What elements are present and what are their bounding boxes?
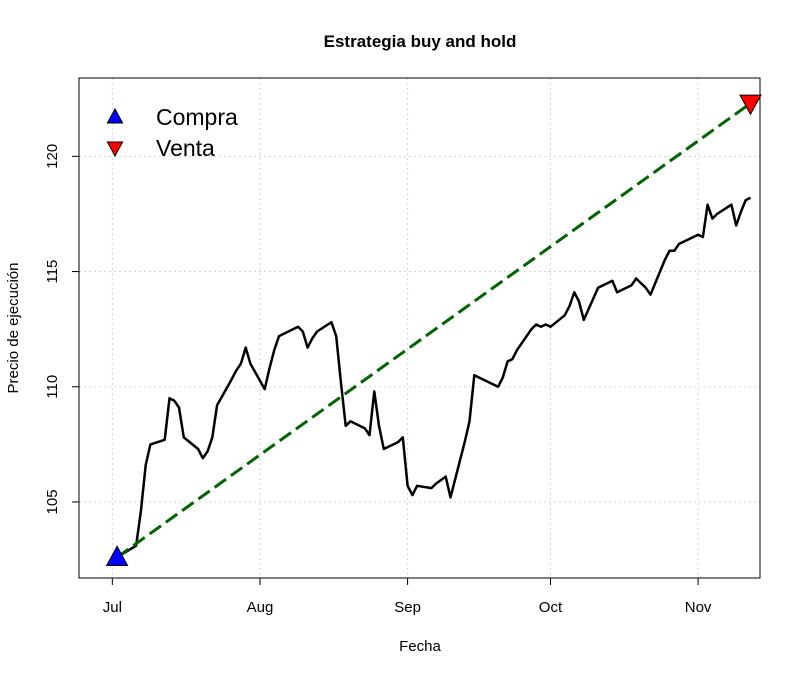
y-tick-label: 120 bbox=[44, 144, 61, 169]
x-tick-label: Oct bbox=[539, 599, 563, 616]
y-tick-label: 110 bbox=[44, 375, 61, 399]
y-tick-label: 115 bbox=[44, 260, 61, 284]
y-tick-label: 105 bbox=[44, 489, 61, 514]
chart-title: Estrategia buy and hold bbox=[324, 32, 517, 51]
legend: Compra Venta bbox=[106, 104, 238, 161]
x-tick-label: Jul bbox=[103, 599, 122, 616]
legend-label: Venta bbox=[156, 135, 215, 161]
buy-marker bbox=[105, 545, 129, 567]
legend-marker bbox=[106, 141, 124, 158]
x-axis-label: Fecha bbox=[399, 638, 441, 655]
x-tick-label: Aug bbox=[247, 599, 274, 616]
buy-hold-line bbox=[116, 102, 752, 559]
x-tick-label: Nov bbox=[685, 599, 712, 616]
price-line bbox=[116, 196, 752, 559]
series-layer bbox=[105, 94, 762, 567]
plot-frame bbox=[78, 77, 761, 579]
sell-marker bbox=[739, 94, 762, 116]
y-axis-label: Precio de ejecución bbox=[5, 263, 22, 394]
legend-label: Compra bbox=[156, 104, 238, 130]
axes: Jul Aug Sep Oct Nov 105 110 115 120 bbox=[44, 144, 712, 616]
legend-marker bbox=[106, 107, 124, 124]
x-tick-label: Sep bbox=[394, 599, 421, 616]
